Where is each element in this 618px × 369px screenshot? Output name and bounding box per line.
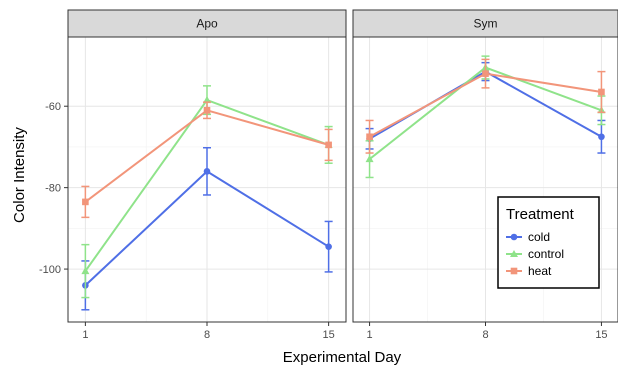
legend-key-marker <box>510 233 518 241</box>
data-point <box>598 88 605 96</box>
legend-label: heat <box>528 264 552 278</box>
data-point <box>81 266 90 275</box>
panel-strip <box>352 9 618 38</box>
panel-strip <box>67 9 347 38</box>
panel-border <box>67 36 347 323</box>
x-tick-label: 15 <box>595 329 607 341</box>
legend-label: control <box>528 247 564 261</box>
legend-key-marker <box>510 250 518 257</box>
data-point <box>325 243 332 250</box>
data-point <box>598 133 605 141</box>
series-heat <box>365 58 606 154</box>
data-point <box>365 154 374 163</box>
legend-key-marker <box>510 267 518 275</box>
legend-item-cold: cold <box>506 230 550 244</box>
panel-border <box>352 36 618 323</box>
data-point <box>482 70 489 77</box>
data-point <box>203 168 211 175</box>
panel-sym: Sym 1 8 15 <box>352 9 618 341</box>
y-axis-title: Color Intensity <box>11 127 28 223</box>
x-tick-label: 15 <box>323 329 335 341</box>
legend-label: cold <box>528 230 550 244</box>
series-heat <box>81 101 333 219</box>
x-tick-label: 8 <box>482 329 488 341</box>
legend: Treatment cold control heat <box>497 196 600 289</box>
data-point <box>203 95 211 104</box>
y-tick-label: -80 <box>45 183 61 195</box>
legend-title: Treatment <box>506 206 575 223</box>
data-point <box>82 198 89 206</box>
x-tick-label: 1 <box>367 329 373 341</box>
panel-title: Sym <box>474 17 498 31</box>
legend-item-heat: heat <box>506 264 552 278</box>
data-point <box>325 141 332 149</box>
panel-title: Apo <box>196 17 218 31</box>
x-tick-label: 8 <box>204 329 210 341</box>
data-point <box>203 106 211 114</box>
y-tick-label: -60 <box>45 101 61 113</box>
y-tick-label: -100 <box>39 264 61 276</box>
x-axis-title: Experimental Day <box>283 349 402 366</box>
x-tick-label: 1 <box>82 329 88 341</box>
panel-apo: Apo 1 8 15 -60 -80 -100 <box>39 9 347 341</box>
data-point <box>366 133 373 141</box>
legend-item-control: control <box>506 247 564 261</box>
panels-layer: Apo 1 8 15 -60 -80 -100 Sym 1 8 15 <box>39 9 618 341</box>
